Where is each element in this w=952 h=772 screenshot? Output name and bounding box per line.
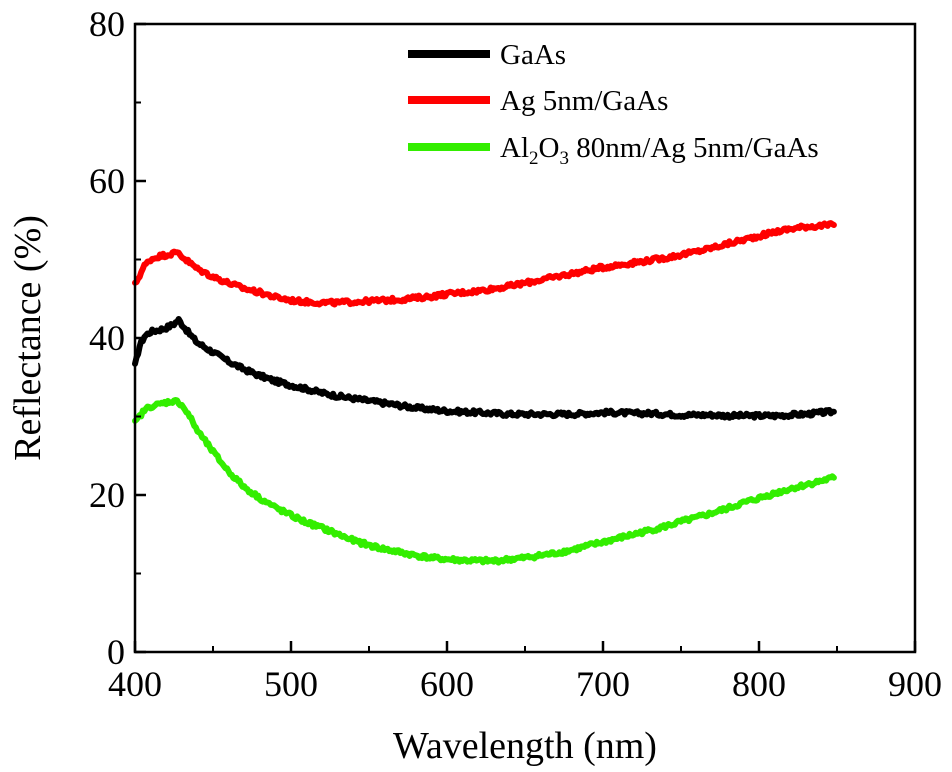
y-tick-label: 0 (107, 632, 125, 672)
y-tick-label: 80 (89, 4, 125, 44)
y-tick-label: 20 (89, 475, 125, 515)
series-line-3 (132, 397, 837, 566)
x-tick-label: 400 (108, 664, 162, 704)
y-tick-label: 40 (89, 318, 125, 358)
series-line-2 (132, 220, 837, 308)
series-layer (132, 220, 837, 566)
legend-label-ag: Ag 5nm/GaAs (500, 85, 668, 117)
y-axis-label: Reflectance (%) (7, 215, 49, 461)
legend: GaAs Ag 5nm/GaAs Al2O3 80nm/Ag 5nm/GaAs (408, 39, 819, 169)
x-axis-label: Wavelength (nm) (393, 725, 657, 767)
tick-labels-layer: 400 500 600 700 800 900 0 20 40 60 80 (89, 4, 942, 704)
series-line-1 (132, 316, 837, 421)
y-tick-label: 60 (89, 161, 125, 201)
legend-label-al2o3: Al2O3 80nm/Ag 5nm/GaAs (500, 132, 819, 169)
ticks-layer (133, 22, 917, 654)
x-tick-label: 600 (420, 664, 474, 704)
x-tick-label: 800 (732, 664, 786, 704)
legend-label-gaas: GaAs (500, 39, 566, 71)
x-tick-label: 900 (888, 664, 942, 704)
x-tick-label: 700 (576, 664, 630, 704)
x-tick-label: 500 (264, 664, 318, 704)
